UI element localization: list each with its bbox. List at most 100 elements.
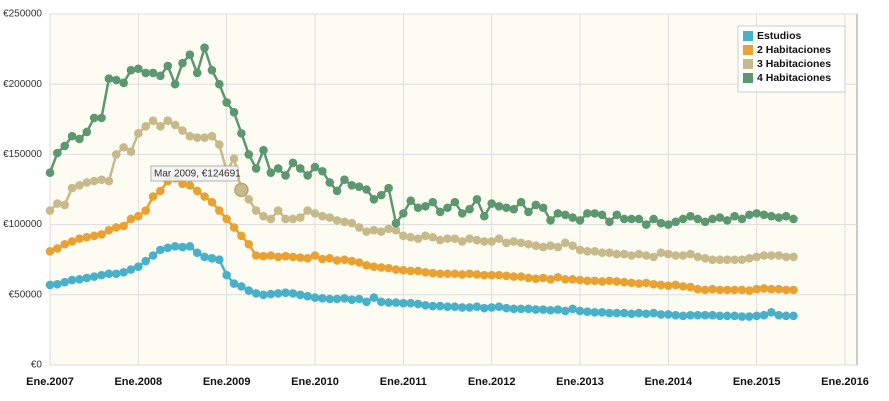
data-point xyxy=(192,248,202,257)
data-point xyxy=(215,255,224,264)
data-point xyxy=(251,164,261,173)
data-point xyxy=(686,282,695,292)
data-point xyxy=(281,288,290,297)
data-point xyxy=(730,211,739,221)
data-point xyxy=(553,242,563,252)
data-point xyxy=(251,289,261,298)
data-point xyxy=(745,210,754,220)
data-point xyxy=(428,301,438,311)
data-point xyxy=(516,238,526,248)
data-point xyxy=(178,126,187,135)
data-point xyxy=(369,195,379,204)
data-point xyxy=(465,234,474,243)
data-point xyxy=(671,310,680,320)
data-point xyxy=(502,238,511,248)
data-point xyxy=(325,253,335,263)
data-point xyxy=(700,253,710,263)
data-point xyxy=(612,249,622,259)
data-point xyxy=(266,289,276,299)
data-point xyxy=(737,312,747,321)
data-point xyxy=(759,310,769,320)
data-point xyxy=(148,192,158,201)
y-tick-label: €250000 xyxy=(3,9,42,20)
data-point xyxy=(222,270,231,280)
data-point xyxy=(678,282,688,291)
data-point xyxy=(546,241,555,250)
legend-swatch xyxy=(743,31,753,41)
data-point xyxy=(259,290,268,300)
data-point xyxy=(318,166,327,176)
data-point xyxy=(340,255,349,264)
data-point xyxy=(207,197,217,207)
data-point xyxy=(538,305,548,314)
x-tick-label: Ene.2016 xyxy=(821,376,869,388)
data-point xyxy=(119,78,128,88)
data-point xyxy=(480,237,489,246)
data-point xyxy=(266,214,276,224)
data-point xyxy=(354,294,364,304)
data-point xyxy=(457,303,467,312)
data-point xyxy=(759,284,769,293)
data-point xyxy=(546,275,555,284)
data-point xyxy=(222,98,231,107)
data-point xyxy=(605,276,614,286)
data-point xyxy=(531,274,541,283)
y-tick-label: €0 xyxy=(31,360,43,371)
data-point xyxy=(487,199,496,208)
data-point xyxy=(244,239,254,249)
data-point xyxy=(376,297,386,307)
data-point xyxy=(612,308,622,318)
data-point xyxy=(649,279,658,289)
data-point xyxy=(185,242,195,251)
data-point xyxy=(752,252,761,262)
data-point xyxy=(457,270,467,279)
data-point xyxy=(391,298,401,307)
x-tick-label: Ene.2011 xyxy=(380,376,427,388)
data-point xyxy=(45,246,55,256)
data-point xyxy=(627,251,636,260)
data-point xyxy=(450,269,460,279)
data-point xyxy=(237,129,246,138)
data-point xyxy=(575,216,585,225)
data-point xyxy=(664,310,673,319)
data-point xyxy=(686,211,695,221)
data-point xyxy=(229,107,239,117)
data-point xyxy=(399,209,408,218)
data-point xyxy=(288,289,298,298)
data-point xyxy=(737,255,747,264)
x-tick-label: Ene.2010 xyxy=(291,376,339,388)
data-point xyxy=(303,171,312,180)
data-point xyxy=(75,234,84,243)
data-point xyxy=(134,262,143,272)
data-point xyxy=(509,304,519,314)
data-point xyxy=(163,61,173,71)
data-point xyxy=(450,302,460,312)
data-point xyxy=(560,210,570,220)
data-point xyxy=(141,256,150,266)
data-point xyxy=(730,311,739,321)
data-point xyxy=(700,217,710,227)
data-point xyxy=(524,207,533,217)
data-point xyxy=(362,297,371,307)
data-point xyxy=(502,303,511,313)
data-point xyxy=(413,266,423,276)
data-point xyxy=(590,308,600,317)
data-point xyxy=(722,255,732,264)
data-point xyxy=(332,294,342,304)
data-point xyxy=(789,311,798,321)
tooltip-box xyxy=(150,165,239,182)
data-point xyxy=(362,227,371,236)
data-point xyxy=(185,50,195,60)
data-point xyxy=(494,302,504,312)
data-point xyxy=(781,311,791,321)
data-point xyxy=(708,255,717,264)
data-point xyxy=(450,234,460,243)
data-point xyxy=(325,178,335,187)
data-point xyxy=(104,225,114,235)
data-point xyxy=(281,214,290,224)
data-point xyxy=(60,239,70,249)
data-point xyxy=(509,272,519,281)
data-point xyxy=(406,298,415,308)
data-point xyxy=(273,164,283,173)
data-point xyxy=(553,209,563,218)
